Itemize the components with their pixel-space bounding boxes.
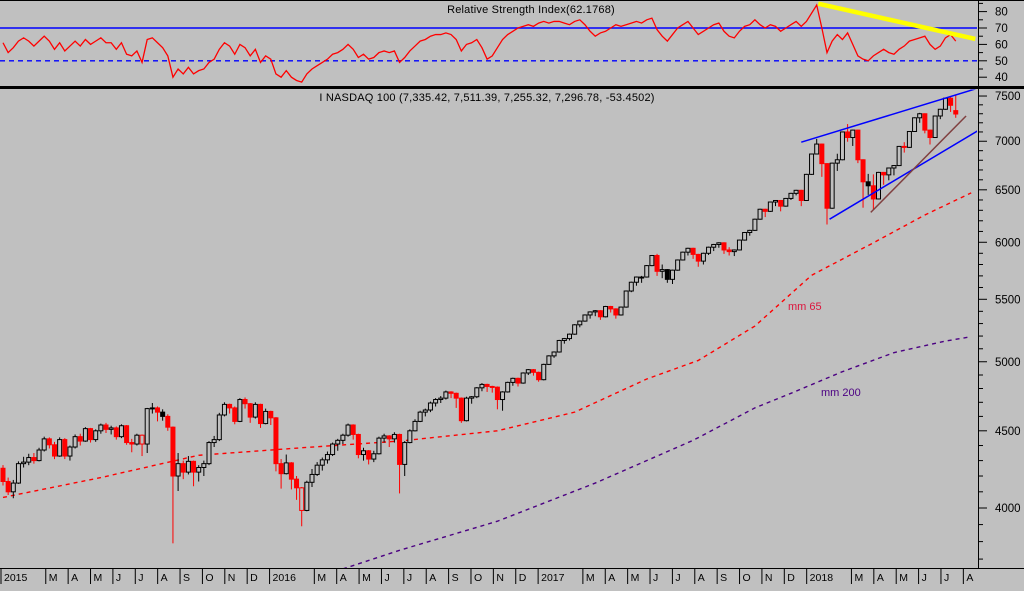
- svg-text:N: N: [765, 572, 773, 584]
- svg-text:S: S: [452, 572, 459, 584]
- support-line: [870, 115, 967, 213]
- svg-text:2015: 2015: [4, 572, 28, 584]
- svg-text:4500: 4500: [995, 426, 1021, 438]
- svg-text:50: 50: [995, 56, 1008, 68]
- svg-text:D: D: [519, 572, 527, 584]
- rsi-line: [2, 3, 957, 83]
- rsi-indicator-title: Relative Strength Index(62.1768): [447, 4, 615, 16]
- axes: 80 70 60 50 40 7500 7000 6500 6000 5500 5000 4500 40…: [0, 0, 1024, 569]
- svg-text:7500: 7500: [995, 91, 1021, 103]
- svg-text:S: S: [720, 572, 727, 584]
- candles: [0, 95, 959, 544]
- svg-text:M: M: [49, 572, 58, 584]
- svg-text:A: A: [608, 572, 615, 584]
- svg-text:A: A: [340, 572, 347, 584]
- svg-text:O: O: [205, 572, 213, 584]
- svg-text:J: J: [675, 572, 680, 584]
- svg-text:M: M: [854, 572, 863, 584]
- svg-text:O: O: [474, 572, 482, 584]
- svg-text:A: A: [161, 572, 168, 584]
- svg-text:O: O: [743, 572, 751, 584]
- svg-text:M: M: [94, 572, 103, 584]
- ma200-label: mm 200: [821, 387, 861, 399]
- svg-text:A: A: [429, 572, 436, 584]
- svg-text:J: J: [407, 572, 412, 584]
- svg-text:M: M: [317, 572, 326, 584]
- svg-text:70: 70: [995, 23, 1008, 35]
- svg-text:N: N: [496, 572, 504, 584]
- svg-text:J: J: [116, 572, 121, 584]
- svg-text:A: A: [698, 572, 705, 584]
- lower-channel-line: [829, 130, 977, 220]
- svg-text:D: D: [250, 572, 258, 584]
- svg-text:J: J: [922, 572, 927, 584]
- ma200-line: [343, 335, 972, 568]
- svg-text:A: A: [877, 572, 884, 584]
- svg-text:80: 80: [995, 7, 1008, 19]
- svg-text:4000: 4000: [995, 503, 1021, 515]
- price-pane[interactable]: [0, 89, 979, 569]
- svg-text:A: A: [71, 572, 78, 584]
- svg-text:2016: 2016: [273, 572, 297, 584]
- svg-text:M: M: [899, 572, 908, 584]
- svg-text:2018: 2018: [810, 572, 834, 584]
- price-chart-title: I NASDAQ 100 (7,335.42, 7,511.39, 7,255.…: [319, 92, 655, 104]
- time-axis: 2015 M A M J J A S O N D 2016 M A M J J A S O N D 2017 M A M J J A S O…: [0, 569, 973, 584]
- ma65-label: mm 65: [788, 301, 822, 313]
- svg-text:7000: 7000: [995, 136, 1021, 148]
- svg-text:M: M: [631, 572, 640, 584]
- svg-text:6500: 6500: [995, 185, 1021, 197]
- svg-text:6000: 6000: [995, 237, 1021, 249]
- svg-text:5000: 5000: [995, 357, 1021, 369]
- svg-text:J: J: [653, 572, 658, 584]
- svg-text:M: M: [586, 572, 595, 584]
- svg-text:S: S: [183, 572, 190, 584]
- svg-text:5500: 5500: [995, 294, 1021, 306]
- svg-text:J: J: [944, 572, 949, 584]
- svg-text:2017: 2017: [541, 572, 565, 584]
- ma65-line: [2, 192, 972, 499]
- rsi-pane[interactable]: [0, 1, 978, 83]
- svg-text:D: D: [787, 572, 795, 584]
- svg-text:40: 40: [995, 72, 1008, 84]
- svg-text:J: J: [384, 572, 389, 584]
- svg-text:A: A: [966, 572, 973, 584]
- svg-text:M: M: [362, 572, 371, 584]
- rsi-yellow-trendline: [817, 1, 976, 42]
- svg-text:60: 60: [995, 39, 1008, 51]
- pane-separator: [0, 86, 1024, 89]
- svg-text:J: J: [138, 572, 143, 584]
- svg-text:N: N: [228, 572, 236, 584]
- upper-channel-line: [801, 89, 977, 143]
